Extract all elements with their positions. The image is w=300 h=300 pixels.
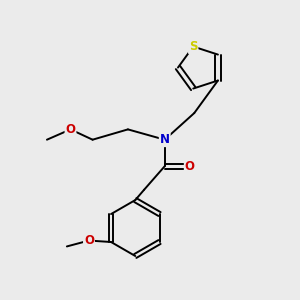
Text: S: S <box>189 40 197 53</box>
Text: O: O <box>84 234 94 247</box>
Text: N: N <box>160 133 170 146</box>
Text: O: O <box>185 160 195 173</box>
Text: O: O <box>65 123 76 136</box>
